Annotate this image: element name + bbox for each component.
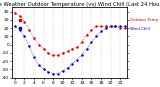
Text: Outdoor Temp: Outdoor Temp <box>130 18 158 22</box>
Title: Milwaukee Weather Outdoor Temperature (vs) Wind Chill (Last 24 Hours): Milwaukee Weather Outdoor Temperature (v… <box>0 2 160 7</box>
Text: Wind Chill: Wind Chill <box>130 27 149 31</box>
